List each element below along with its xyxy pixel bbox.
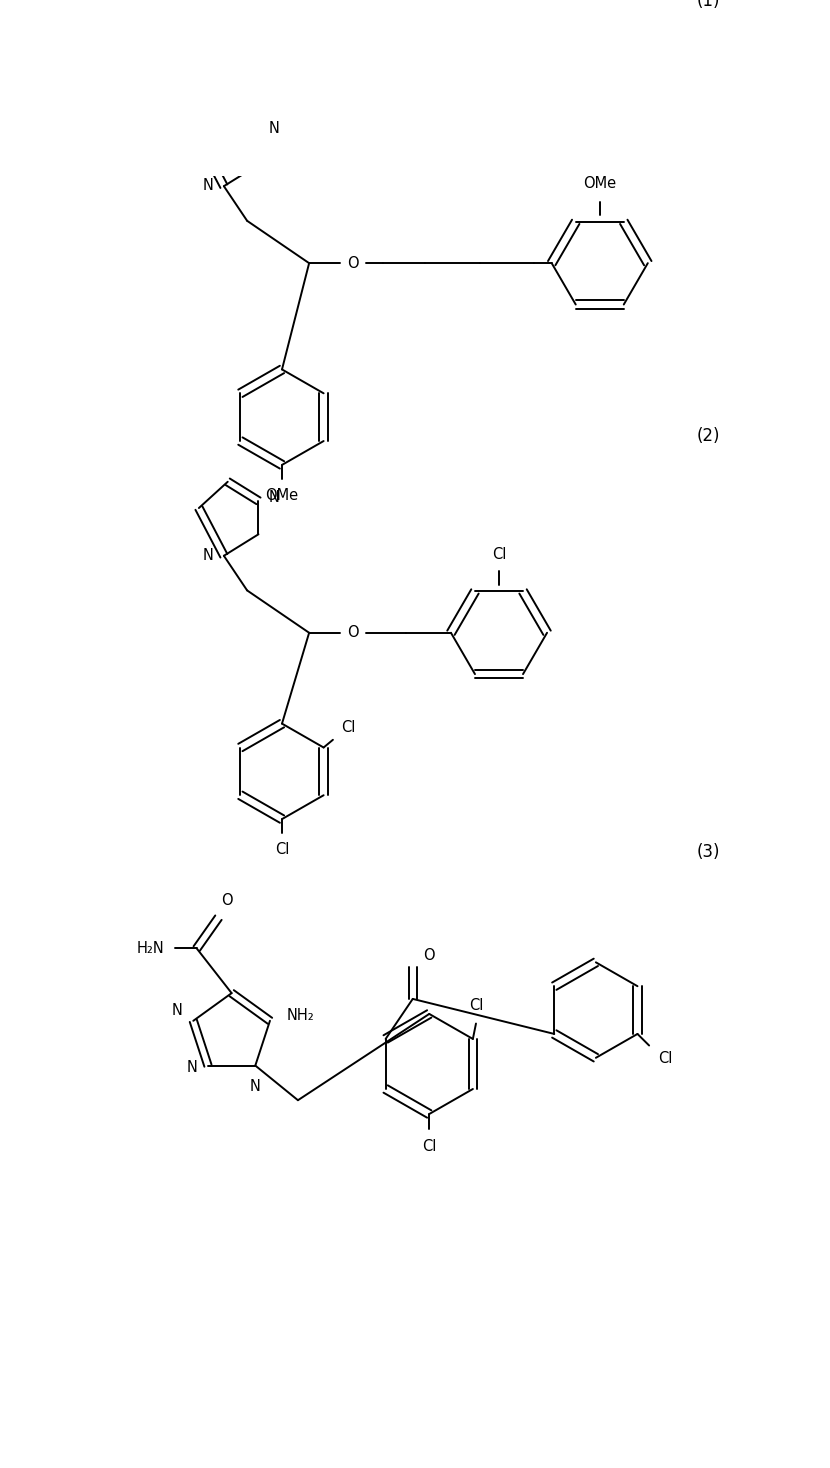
Text: NH₂: NH₂ [287, 1009, 315, 1023]
Text: Cl: Cl [422, 1139, 437, 1154]
Text: O: O [222, 893, 233, 907]
Text: N: N [269, 120, 280, 135]
Text: Cl: Cl [658, 1051, 673, 1066]
Text: O: O [348, 625, 359, 640]
Text: OMe: OMe [266, 487, 299, 504]
Text: O: O [423, 948, 435, 963]
Text: Cl: Cl [469, 998, 483, 1013]
Text: OMe: OMe [583, 176, 617, 191]
Text: (3): (3) [696, 843, 720, 862]
Text: O: O [348, 255, 359, 270]
Text: N: N [250, 1079, 261, 1095]
Text: Cl: Cl [275, 843, 289, 857]
Text: Cl: Cl [492, 548, 506, 562]
Text: N: N [203, 178, 213, 192]
Text: N: N [269, 490, 280, 505]
Text: N: N [172, 1003, 183, 1017]
Text: (2): (2) [696, 427, 720, 445]
Text: N: N [203, 548, 213, 562]
Text: (1): (1) [696, 0, 720, 10]
Text: H₂N: H₂N [136, 941, 164, 956]
Text: N: N [186, 1060, 197, 1075]
Text: Cl: Cl [340, 721, 355, 735]
